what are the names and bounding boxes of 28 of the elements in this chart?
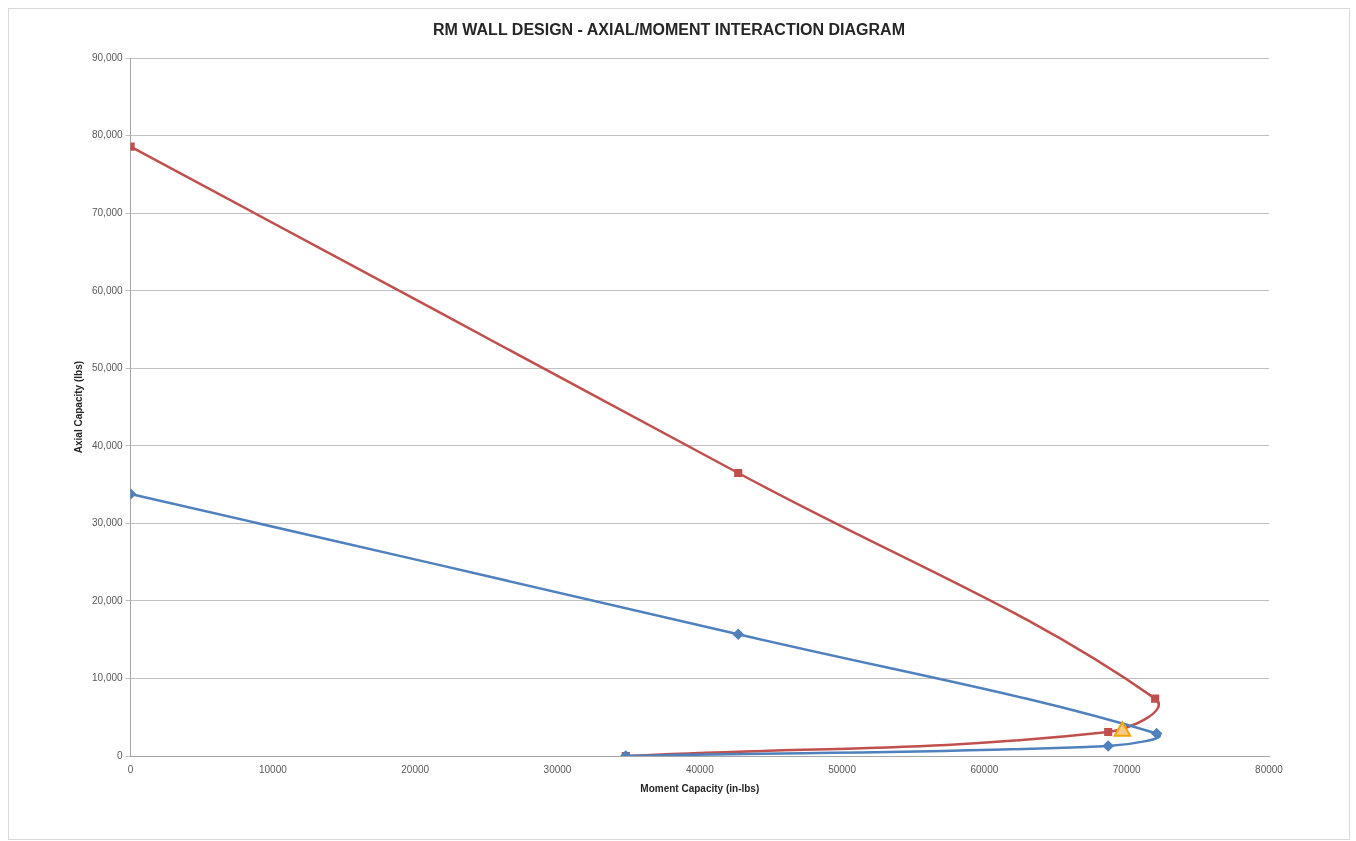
y-tick-label: 50,000 (91, 362, 124, 374)
point (1151, 694, 1160, 703)
point (1104, 727, 1113, 737)
y-tick-label: 80,000 (91, 129, 124, 141)
y-tick-label: 70,000 (91, 207, 124, 219)
y-tick-label: 30,000 (91, 517, 124, 529)
x-tick-label: 80000 (1255, 763, 1284, 775)
x-tick-label: 10000 (258, 763, 288, 775)
x-tick-label: 70000 (1112, 763, 1142, 775)
y-tick-label: 20,000 (91, 594, 124, 606)
chart-title: RM WALL DESIGN - AXIAL/MOMENT INTERACTION DIAGRAM (433, 21, 905, 39)
y-tick-label: 90,000 (91, 51, 124, 63)
point (1102, 740, 1114, 752)
x-tick-label: 40000 (685, 763, 715, 775)
y-axis-title: Axial Capacity (lbs) (72, 360, 84, 454)
x-axis-title: Moment Capacity (in-lbs) (640, 782, 760, 794)
x-tick-label: 30000 (543, 763, 572, 775)
point (734, 468, 743, 478)
x-tick-label: 60000 (970, 763, 999, 775)
x-tick-label: 50000 (828, 763, 857, 775)
y-tick-label: 60,000 (91, 284, 124, 296)
point (1151, 728, 1162, 739)
y-tick-label: 0 (117, 749, 124, 761)
y-tick-label: 40,000 (91, 439, 124, 451)
x-tick-label: 20000 (401, 763, 430, 775)
point (732, 629, 744, 640)
x-tick-label: 0 (127, 763, 134, 775)
y-tick-label: 10,000 (91, 672, 124, 684)
